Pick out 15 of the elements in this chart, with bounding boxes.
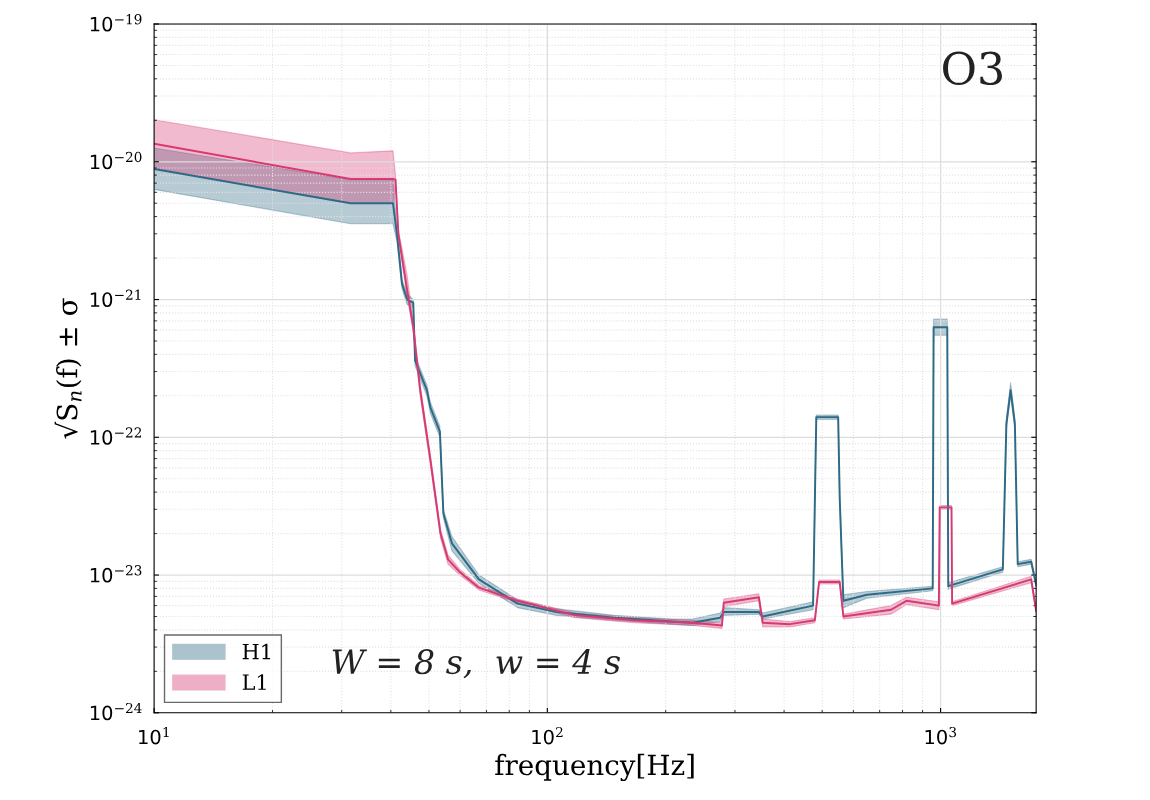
x-tick-label: 10$^{3}$ [925,726,957,745]
legend-label: L1 [242,674,266,690]
y-tick-label: 10$^{−21}$ [90,289,141,308]
y-tick-label: 10$^{−22}$ [90,427,142,445]
annotation: W = 8 s, w = 4 s [332,649,621,679]
y-tick-label: 10$^{−20}$ [90,151,142,170]
y-tick-label: 10$^{−19}$ [90,14,142,32]
x-tick-label: 10$^{1}$ [139,726,169,745]
y-tick-label: 10$^{−24}$ [90,702,142,721]
x-tick-label: 10$^{2}$ [532,726,563,745]
legend-label: H1 [242,643,271,660]
y-tick-label: 10$^{−23}$ [90,565,142,583]
y-axis-title: √S$_{n}$(f) ± σ [54,298,82,439]
x-axis-title: frequency[Hz] [495,753,694,782]
annotation: O3 [943,51,1002,86]
